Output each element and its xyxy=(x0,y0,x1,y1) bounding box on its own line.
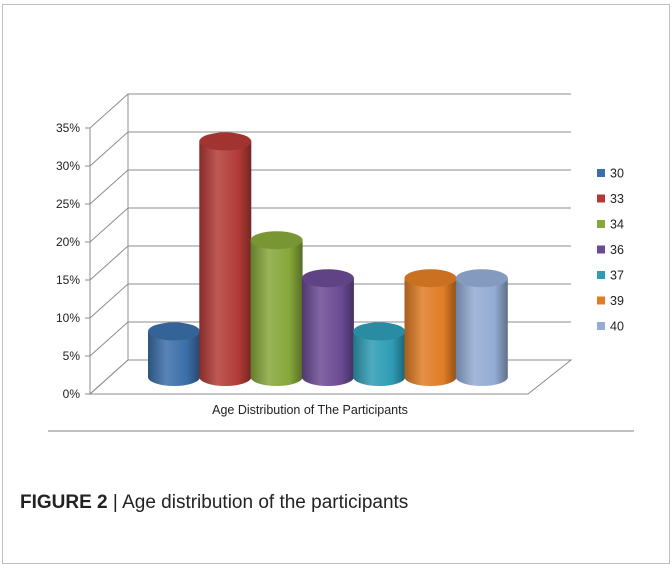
legend-label: 34 xyxy=(610,218,624,232)
bar-40 xyxy=(455,269,508,386)
y-tick-label: 30% xyxy=(56,159,80,173)
legend-item: 30 xyxy=(597,167,624,181)
y-tick-label: 25% xyxy=(56,197,80,211)
bar-top xyxy=(301,269,354,288)
legend-item: 39 xyxy=(597,294,624,308)
bar-top xyxy=(148,322,200,341)
legend-item: 40 xyxy=(597,320,624,334)
caption-separator: | xyxy=(107,492,123,513)
floor-plane xyxy=(88,359,573,395)
bar-top xyxy=(404,269,457,288)
chart: 0% 5% 10% 15% 20% 25% 30% 35% Age Distribution … xyxy=(48,93,634,432)
legend-label: 40 xyxy=(610,320,624,334)
bar-body xyxy=(353,331,406,386)
bar-body xyxy=(404,278,457,386)
legend-label: 36 xyxy=(610,243,624,257)
y-tick-label: 0% xyxy=(63,387,81,401)
legend-swatch xyxy=(597,245,605,254)
bar-30 xyxy=(148,322,200,386)
bar-top xyxy=(199,132,252,151)
bar-36 xyxy=(301,269,354,386)
bar-top xyxy=(455,269,508,288)
legend-label: 33 xyxy=(610,192,624,206)
legend-swatch xyxy=(597,220,605,228)
caption-label: FIGURE 2 xyxy=(20,492,108,513)
bar-33 xyxy=(199,132,252,386)
y-tick-label: 10% xyxy=(56,311,80,325)
gridline xyxy=(89,245,571,281)
bar-body xyxy=(148,331,200,386)
legend-label: 30 xyxy=(610,167,624,181)
bar-body xyxy=(455,278,508,386)
figure-caption: FIGURE 2 | Age distribution of the parti… xyxy=(20,492,408,514)
gridline xyxy=(89,207,571,243)
legend-swatch xyxy=(597,271,605,279)
bar-body xyxy=(199,141,252,386)
legend-item: 36 xyxy=(597,243,624,257)
legend-label: 39 xyxy=(610,294,624,308)
bars xyxy=(148,132,508,386)
bar-body xyxy=(250,240,303,386)
legend-swatch xyxy=(597,296,605,305)
bar-39 xyxy=(404,269,457,386)
legend-item: 34 xyxy=(597,218,624,232)
legend: 30 33 34 36 37 39 40 xyxy=(597,167,624,334)
y-axis-ticks: 0% 5% 10% 15% 20% 25% 30% 35% xyxy=(56,121,90,401)
y-tick-label: 5% xyxy=(63,349,81,363)
chart-walls xyxy=(88,94,573,396)
bar-body xyxy=(301,278,354,386)
y-tick-label: 20% xyxy=(56,235,80,249)
legend-swatch xyxy=(597,169,605,177)
gridline xyxy=(89,93,571,129)
back-wall-edge xyxy=(89,94,129,396)
bar-top xyxy=(250,231,303,250)
legend-item: 37 xyxy=(597,269,624,283)
gridline xyxy=(89,169,571,205)
legend-item: 33 xyxy=(597,192,624,206)
caption-text: Age distribution of the participants xyxy=(122,492,409,513)
y-tick-label: 15% xyxy=(56,273,80,287)
y-tick-label: 35% xyxy=(56,121,80,135)
legend-label: 37 xyxy=(610,269,624,283)
x-axis-label: Age Distribution of The Participants xyxy=(212,403,408,417)
gridline xyxy=(89,131,571,167)
legend-swatch xyxy=(597,194,605,203)
bar-37 xyxy=(353,322,406,386)
bar-top xyxy=(353,322,406,341)
legend-swatch xyxy=(597,322,605,330)
bar-34 xyxy=(250,231,303,386)
